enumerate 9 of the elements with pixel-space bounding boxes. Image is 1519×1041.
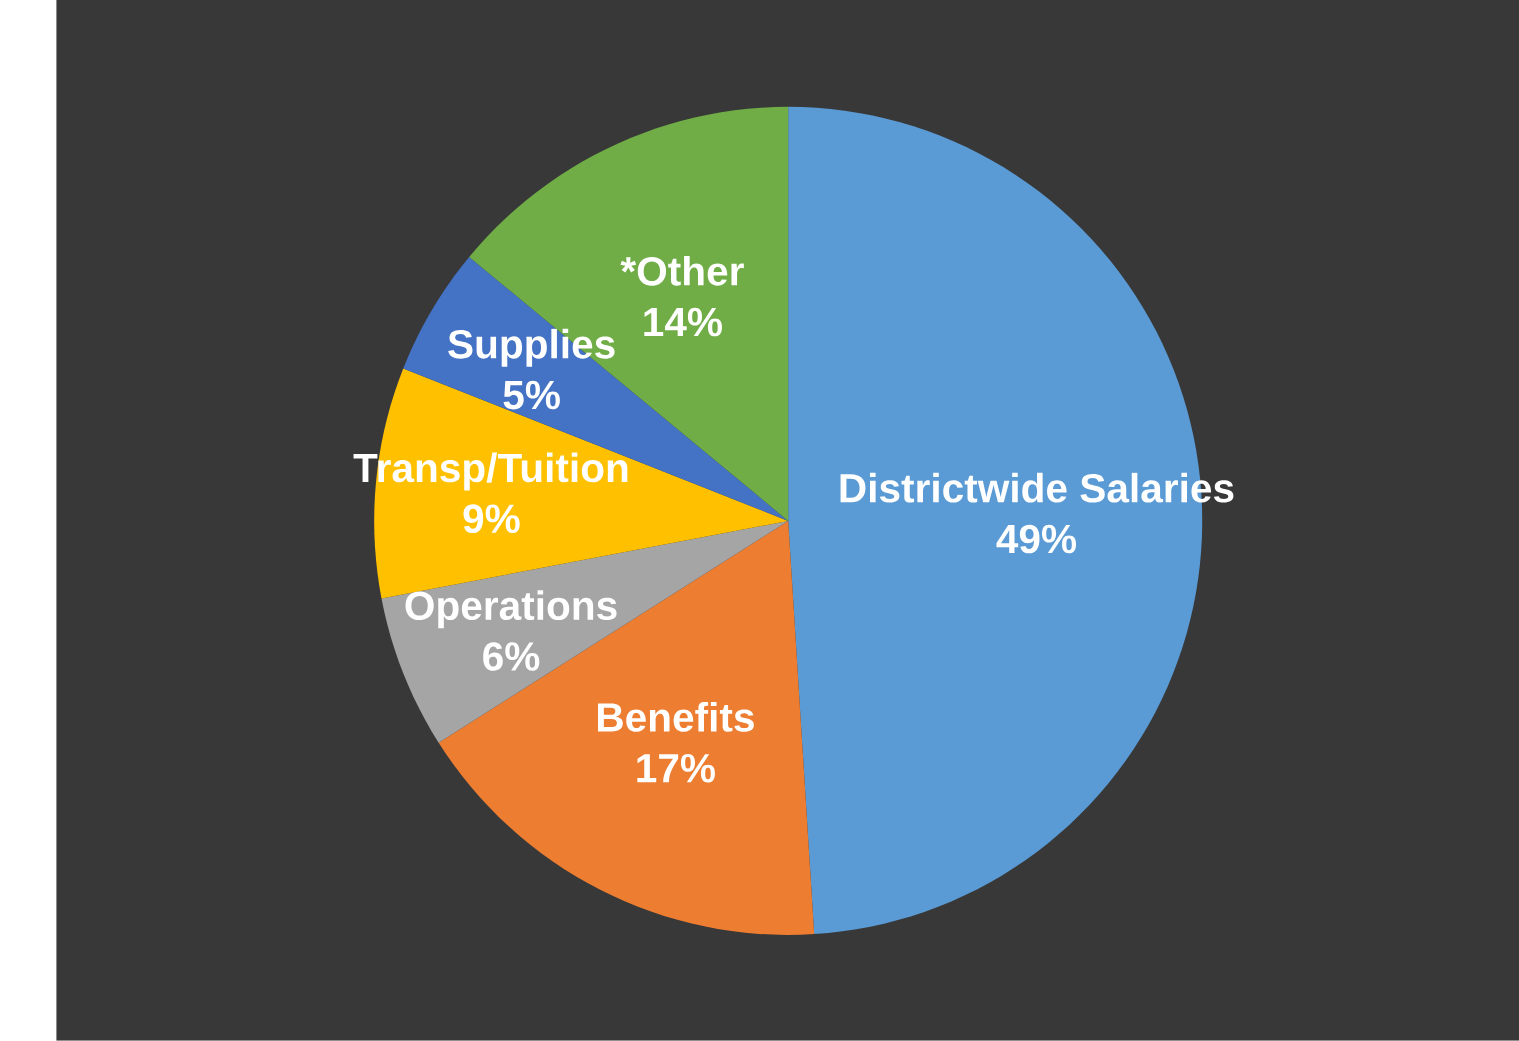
slice-label: Benefits	[598, 702, 754, 732]
data-label: 5%	[503, 380, 560, 410]
data-label: 49%	[996, 524, 1077, 554]
data-label: 6%	[483, 642, 540, 671]
data-label: 14%	[644, 307, 722, 337]
data-label: 9%	[463, 504, 520, 534]
slice-label: Operations	[405, 590, 617, 629]
slice-label: *Other	[620, 255, 744, 286]
data-label: 17%	[637, 754, 715, 783]
